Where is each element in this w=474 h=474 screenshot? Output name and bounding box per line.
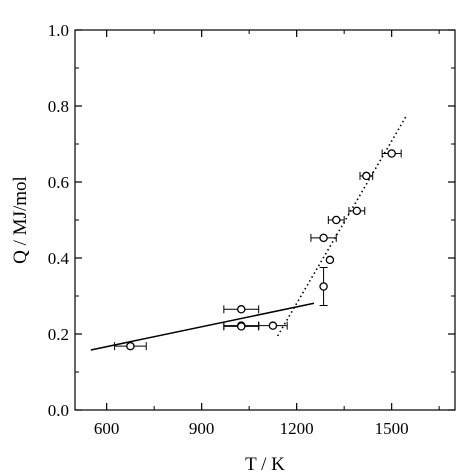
y-tick-label: 0.8 (48, 97, 69, 116)
axis-ticks (75, 29, 455, 411)
plot-area-border (74, 29, 456, 411)
data-point (126, 341, 135, 351)
data-point (331, 215, 341, 225)
y-axis-label: Q / MJ/mol (10, 176, 31, 264)
y-tick-label: 0.4 (48, 249, 70, 268)
data-point (387, 149, 396, 158)
data-point (362, 171, 371, 181)
y-tick-label: 1.0 (48, 21, 69, 40)
axis-tick-labels: 600 900 1200 1500 0.0 0.2 0.4 0.6 0.8 1.0 (48, 21, 409, 438)
fit-lines (90, 116, 407, 351)
data-point (268, 321, 278, 330)
y-tick-label: 0.0 (48, 401, 69, 420)
solid-fit-line (90, 302, 315, 351)
data-point (325, 255, 335, 265)
data-points (126, 149, 396, 351)
data-point (319, 282, 328, 291)
data-point (352, 206, 362, 216)
x-tick-label: 1500 (375, 419, 409, 438)
data-point (319, 233, 328, 243)
data-point (236, 305, 246, 314)
plot-frame (74, 29, 456, 411)
error-bars (114, 149, 402, 351)
x-tick-label: 900 (189, 419, 215, 438)
y-tick-label: 0.6 (48, 173, 69, 192)
x-tick-label: 1200 (280, 419, 314, 438)
x-tick-label: 600 (94, 419, 120, 438)
data-point (236, 322, 246, 331)
dotted-fit-line (276, 116, 407, 337)
x-axis-label: T / K (245, 454, 285, 474)
y-tick-label: 0.2 (48, 325, 69, 344)
